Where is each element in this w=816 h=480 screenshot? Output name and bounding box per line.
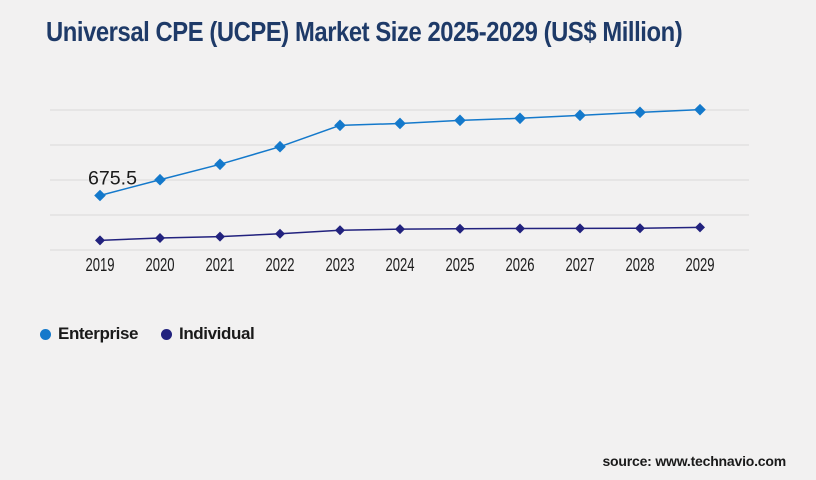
x-axis-label-2029: 2029 bbox=[686, 255, 715, 275]
legend-label-individual: Individual bbox=[179, 324, 255, 343]
marker-individual-2020 bbox=[155, 232, 165, 243]
source-attribution: source: www.technavio.com bbox=[602, 453, 786, 469]
marker-enterprise-2021 bbox=[214, 158, 226, 171]
x-axis-label-2024: 2024 bbox=[386, 255, 415, 275]
x-axis-label-2027: 2027 bbox=[566, 255, 595, 275]
x-axis-label-2021: 2021 bbox=[206, 255, 235, 275]
x-axis-label-2019: 2019 bbox=[86, 255, 115, 275]
marker-individual-2029 bbox=[695, 222, 705, 233]
x-axis-label-2023: 2023 bbox=[326, 255, 355, 275]
marker-individual-2021 bbox=[215, 231, 225, 242]
legend-item-individual: Individual bbox=[161, 324, 255, 344]
x-axis-label-2022: 2022 bbox=[266, 255, 295, 275]
marker-enterprise-2023 bbox=[334, 119, 346, 132]
legend-label-enterprise: Enterprise bbox=[58, 324, 139, 343]
marker-individual-2027 bbox=[575, 223, 585, 234]
chart-title: Universal CPE (UCPE) Market Size 2025-20… bbox=[46, 16, 683, 47]
data-label-enterprise-2019: 675.5 bbox=[88, 168, 137, 189]
marker-enterprise-2025 bbox=[454, 114, 466, 127]
legend-swatch-enterprise-icon bbox=[40, 328, 51, 340]
marker-individual-2022 bbox=[275, 228, 285, 239]
x-axis-label-2028: 2028 bbox=[626, 255, 655, 275]
marker-enterprise-2020 bbox=[154, 173, 166, 186]
x-axis-label-2020: 2020 bbox=[146, 255, 175, 275]
marker-individual-2026 bbox=[515, 223, 525, 234]
legend-swatch-individual-icon bbox=[161, 328, 172, 340]
x-axis-label-2026: 2026 bbox=[506, 255, 535, 275]
marker-enterprise-2022 bbox=[274, 140, 286, 153]
marker-enterprise-2027 bbox=[574, 109, 586, 122]
marker-enterprise-2028 bbox=[634, 106, 646, 119]
x-axis-label-2025: 2025 bbox=[446, 255, 475, 275]
marker-enterprise-2019 bbox=[94, 189, 106, 202]
marker-individual-2023 bbox=[335, 225, 345, 236]
marker-enterprise-2024 bbox=[394, 117, 406, 130]
marker-individual-2019 bbox=[95, 235, 105, 246]
marker-enterprise-2029 bbox=[694, 103, 706, 116]
marker-individual-2025 bbox=[455, 223, 465, 234]
marker-enterprise-2026 bbox=[514, 112, 526, 125]
legend-item-enterprise: Enterprise bbox=[40, 324, 138, 344]
marker-individual-2024 bbox=[395, 224, 405, 235]
marker-individual-2028 bbox=[635, 223, 645, 234]
